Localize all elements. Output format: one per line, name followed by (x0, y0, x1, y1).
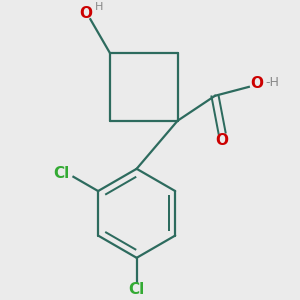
Text: O: O (80, 6, 92, 21)
Text: H: H (95, 2, 103, 12)
Text: Cl: Cl (128, 282, 145, 297)
Text: O: O (250, 76, 264, 91)
Text: -H: -H (266, 76, 280, 89)
Text: Cl: Cl (53, 166, 69, 181)
Text: O: O (216, 133, 229, 148)
